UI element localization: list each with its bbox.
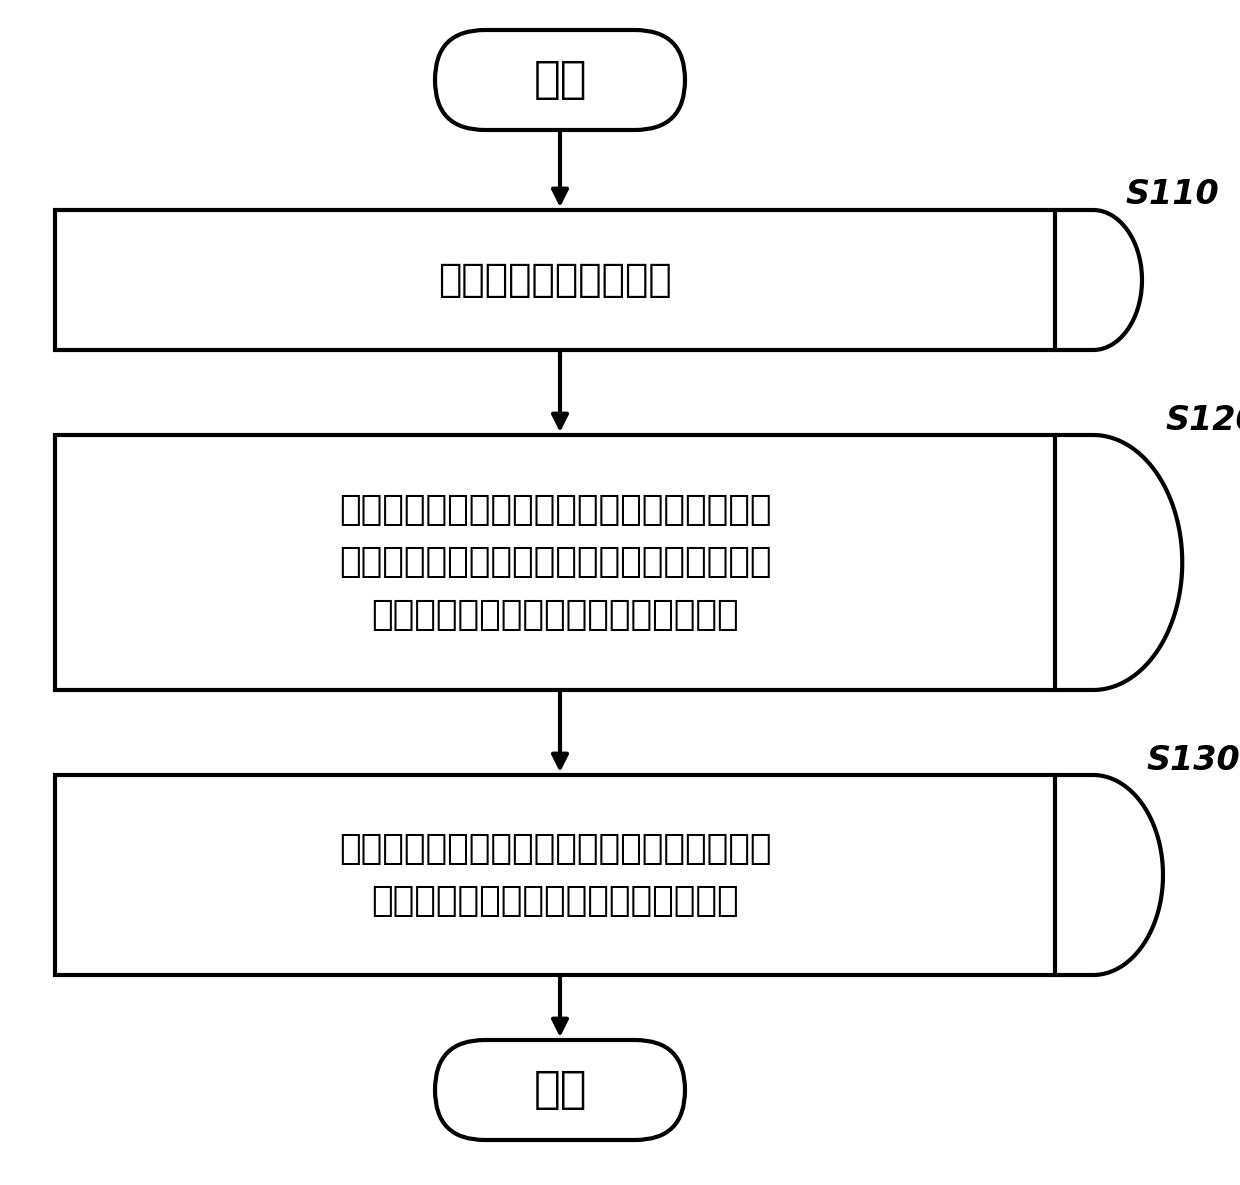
FancyBboxPatch shape	[435, 1040, 684, 1140]
Text: 基于样本数据集并至少根据所述第一神经网络
模型的输出训练所述第二神经网络模型: 基于样本数据集并至少根据所述第一神经网络 模型的输出训练所述第二神经网络模型	[339, 832, 771, 918]
FancyBboxPatch shape	[55, 775, 1055, 975]
Text: S110: S110	[1125, 179, 1219, 211]
Text: 获取第一神经网络模型: 获取第一神经网络模型	[438, 261, 672, 299]
Text: S120: S120	[1166, 404, 1240, 436]
Text: 开始: 开始	[533, 58, 587, 102]
Text: 保持或增大所述第一神经网络模型的深度并压
缩所述第一神经网络模型的至少一网络层的至
少一网络参数，得到第二神经网络模型: 保持或增大所述第一神经网络模型的深度并压 缩所述第一神经网络模型的至少一网络层的…	[339, 493, 771, 633]
Text: S130: S130	[1146, 743, 1240, 776]
Text: 结束: 结束	[533, 1069, 587, 1112]
FancyBboxPatch shape	[435, 30, 684, 130]
FancyBboxPatch shape	[55, 435, 1055, 690]
FancyBboxPatch shape	[55, 210, 1055, 350]
